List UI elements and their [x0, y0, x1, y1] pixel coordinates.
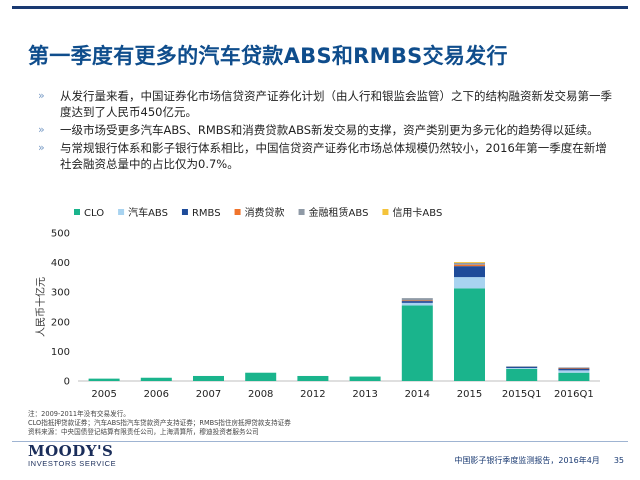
- legend-label: 信用卡ABS: [392, 206, 442, 219]
- x-tick-label: 2006: [144, 389, 169, 400]
- bullet-text: 从发行量来看，中国证券化市场信贷资产证券化计划（由人行和银监会监管）之下的结构融…: [60, 89, 612, 119]
- x-tick-label: 2015: [457, 389, 482, 400]
- x-tick-label: 2013: [352, 389, 377, 400]
- x-tick-label: 2016Q1: [554, 389, 594, 400]
- bar-segment: [193, 375, 224, 381]
- x-tick-label: 2015Q1: [502, 389, 542, 400]
- bar-segment: [140, 377, 172, 381]
- footnotes: 注：2009-2011年没有交易发行。 CLO指抵押贷款证券；汽车ABS指汽车贷…: [28, 410, 291, 437]
- bar-segment: [454, 264, 485, 267]
- top-rule: [12, 6, 628, 9]
- legend-swatch: [74, 209, 80, 215]
- y-tick-label: 200: [51, 317, 70, 328]
- y-tick-label: 300: [51, 288, 70, 299]
- logo-tagline: INVESTORS SERVICE: [28, 459, 117, 468]
- bar-segment: [506, 366, 538, 368]
- bullet-text: 一级市场受更多汽车ABS、RMBS和消费贷款ABS新发交易的支撑，资产类别更为多…: [60, 123, 599, 137]
- x-tick-label: 2007: [196, 389, 221, 400]
- legend-label: 金融租赁ABS: [309, 206, 369, 219]
- legend-swatch: [298, 209, 305, 215]
- bar-segment: [454, 262, 485, 263]
- bar-segment: [506, 366, 538, 367]
- footnote: 注：2009-2011年没有交易发行。: [28, 410, 130, 418]
- footer: 中国影子银行季度监测报告，2016年4月 35: [454, 455, 624, 466]
- stacked-bar-chart: CLO 汽车ABS RMBS 消费贷款 金融租赁ABS 信用卡ABS 0 100 200 300 4…: [34, 206, 600, 400]
- bar-segment: [88, 378, 120, 381]
- bullet-marker-icon: »: [38, 123, 45, 136]
- legend-swatch: [181, 209, 188, 215]
- bar-segment: [401, 301, 433, 303]
- y-axis-title: 人民币十亿元: [34, 277, 47, 337]
- bar-segment: [558, 367, 590, 368]
- x-tick-label: 2014: [405, 389, 430, 400]
- x-tick-label: 2005: [91, 389, 116, 400]
- bar-segment: [349, 376, 381, 381]
- bar-segment: [454, 266, 485, 278]
- legend-label: 汽车ABS: [128, 206, 168, 219]
- report-name: 中国影子银行季度监测报告，2016年4月: [454, 456, 600, 465]
- footnote: 资料来源：中央国债登记结算有限责任公司，上海清算所，穆迪投资者服务公司: [28, 428, 259, 436]
- x-tick-label: 2012: [300, 389, 325, 400]
- y-tick-label: 0: [64, 377, 70, 388]
- bar-segment: [401, 302, 433, 306]
- bullet-item: » 一级市场受更多汽车ABS、RMBS和消费贷款ABS新发交易的支撑，资产类别更…: [38, 122, 618, 138]
- bar-segment: [401, 300, 433, 302]
- bar-segment: [558, 372, 590, 381]
- bullet-item: » 与常规银行体系和影子银行体系相比，中国信贷资产证券化市场总体规模仍然较小，2…: [38, 140, 618, 172]
- page-title: 第一季度有更多的汽车贷款ABS和RMBS交易发行: [28, 44, 508, 68]
- bullet-marker-icon: »: [38, 141, 45, 154]
- legend-swatch: [118, 209, 125, 215]
- footnote: CLO指抵押贷款证券；汽车ABS指汽车贷款资产支持证券；RMBS指住房抵押贷款支…: [28, 419, 291, 427]
- bar-segment: [297, 375, 329, 381]
- page-number: 35: [613, 456, 624, 465]
- bullet-list: » 从发行量来看，中国证券化市场信贷资产证券化计划（由人行和银监会监管）之下的结…: [38, 88, 618, 174]
- bar-segment: [454, 288, 485, 381]
- y-tick-label: 100: [51, 347, 70, 358]
- legend-label: 消费贷款: [245, 206, 285, 219]
- bar-segment: [558, 367, 590, 369]
- footer-divider: [12, 441, 628, 442]
- legend-label: RMBS: [192, 208, 221, 219]
- legend-swatch: [382, 209, 389, 215]
- bar-segment: [506, 367, 538, 369]
- bar-segment: [454, 262, 485, 265]
- bar-segment: [401, 305, 433, 381]
- y-tick-label: 400: [51, 258, 70, 269]
- bar-segment: [454, 277, 485, 289]
- legend-label: CLO: [84, 208, 104, 219]
- bar-segment: [245, 372, 277, 381]
- legend-swatch: [234, 209, 241, 215]
- bar-segment: [558, 370, 590, 373]
- moodys-logo: MOODY'S INVESTORS SERVICE: [28, 443, 116, 468]
- x-tick-label: 2008: [248, 389, 273, 400]
- bullet-item: » 从发行量来看，中国证券化市场信贷资产证券化计划（由人行和银监会监管）之下的结…: [38, 88, 618, 120]
- bullet-marker-icon: »: [38, 89, 45, 102]
- logo-wordmark: MOODY'S: [28, 442, 114, 460]
- bar-segment: [401, 298, 433, 301]
- y-tick-label: 500: [51, 229, 70, 240]
- bar-segment: [506, 368, 538, 381]
- bullet-text: 与常规银行体系和影子银行体系相比，中国信贷资产证券化市场总体规模仍然较小，201…: [60, 141, 607, 171]
- bar-segment: [558, 368, 590, 371]
